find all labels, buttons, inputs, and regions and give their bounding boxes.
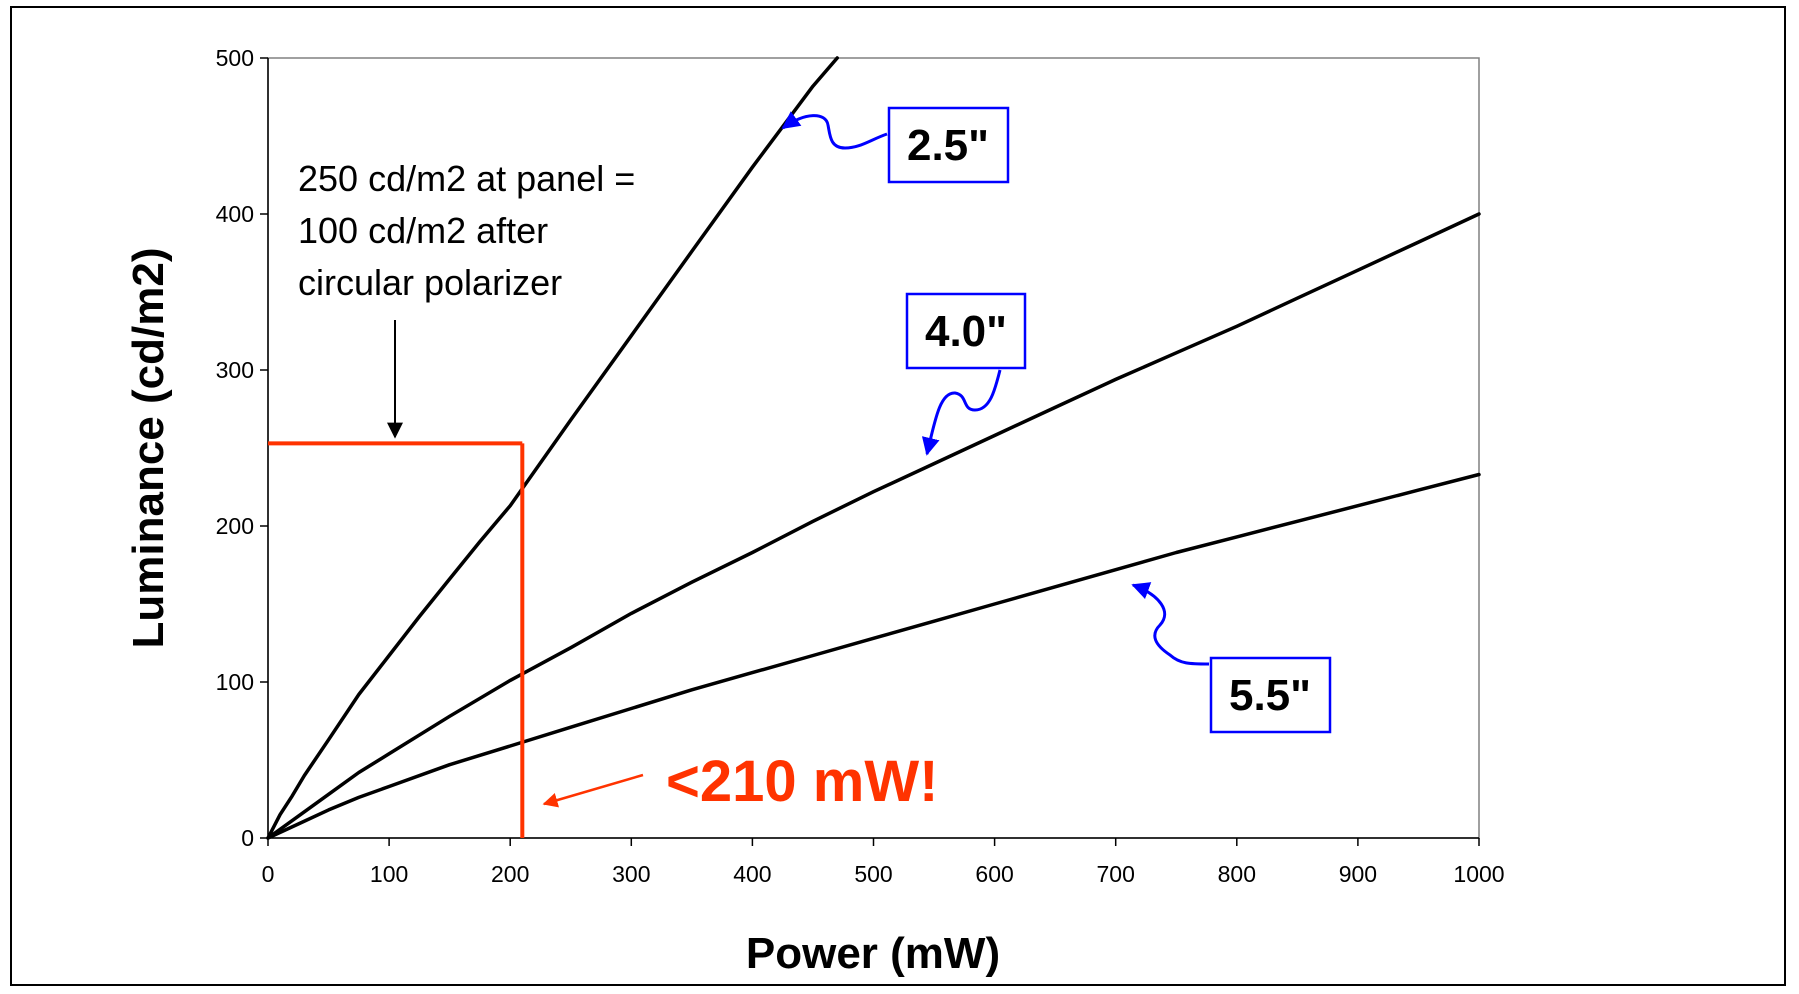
callout-box-5-5 xyxy=(1209,656,1332,734)
x-tick-label: 400 xyxy=(733,861,771,887)
axis-ticks: 0 100 200 300 400 500 600 700 800 900 1000 0 100 200 3… xyxy=(216,45,1505,887)
series-line-1 xyxy=(266,56,839,840)
x-tick-label: 0 xyxy=(262,861,275,887)
callout-box-4-0 xyxy=(905,292,1027,370)
y-tick-label: 300 xyxy=(216,357,254,383)
power-highlight-label: <210 mW! xyxy=(666,749,938,814)
x-tick-label: 700 xyxy=(1097,861,1135,887)
note-line-3: circular polarizer xyxy=(298,262,562,303)
x-tick-label: 100 xyxy=(370,861,408,887)
power-highlight-arrow xyxy=(542,773,644,808)
note-line-2: 100 cd/m2 after xyxy=(298,210,548,251)
y-tick-label: 100 xyxy=(216,669,254,695)
callout-arrow-4-0 xyxy=(921,369,1002,456)
callout-label-4-0: 4.0" xyxy=(925,307,1007,356)
y-tick-label: 500 xyxy=(216,45,254,71)
y-tick-label: 400 xyxy=(216,201,254,227)
y-axis-title: Luminance (cd/m2) xyxy=(124,248,173,649)
x-tick-label: 500 xyxy=(854,861,892,887)
callout-label-5-5: 5.5" xyxy=(1229,671,1311,720)
x-tick-label: 200 xyxy=(491,861,529,887)
x-tick-label: 1000 xyxy=(1453,861,1504,887)
series-line-3 xyxy=(266,472,1481,840)
x-tick-label: 800 xyxy=(1218,861,1256,887)
note-line-1: 250 cd/m2 at panel = xyxy=(298,158,635,199)
reference-lines xyxy=(268,441,525,838)
callout-box-2-5 xyxy=(887,106,1010,184)
callout-label-2-5: 2.5" xyxy=(907,121,989,170)
x-tick-label: 300 xyxy=(612,861,650,887)
series-line-2 xyxy=(266,212,1481,840)
callout-arrow-5-5 xyxy=(1131,582,1210,666)
series-lines xyxy=(266,56,1481,840)
y-tick-label: 0 xyxy=(241,825,254,851)
x-tick-label: 600 xyxy=(975,861,1013,887)
x-tick-label: 900 xyxy=(1339,861,1377,887)
x-axis-title: Power (mW) xyxy=(746,929,1000,978)
callout-arrow-2-5 xyxy=(781,111,888,150)
y-tick-label: 200 xyxy=(216,513,254,539)
